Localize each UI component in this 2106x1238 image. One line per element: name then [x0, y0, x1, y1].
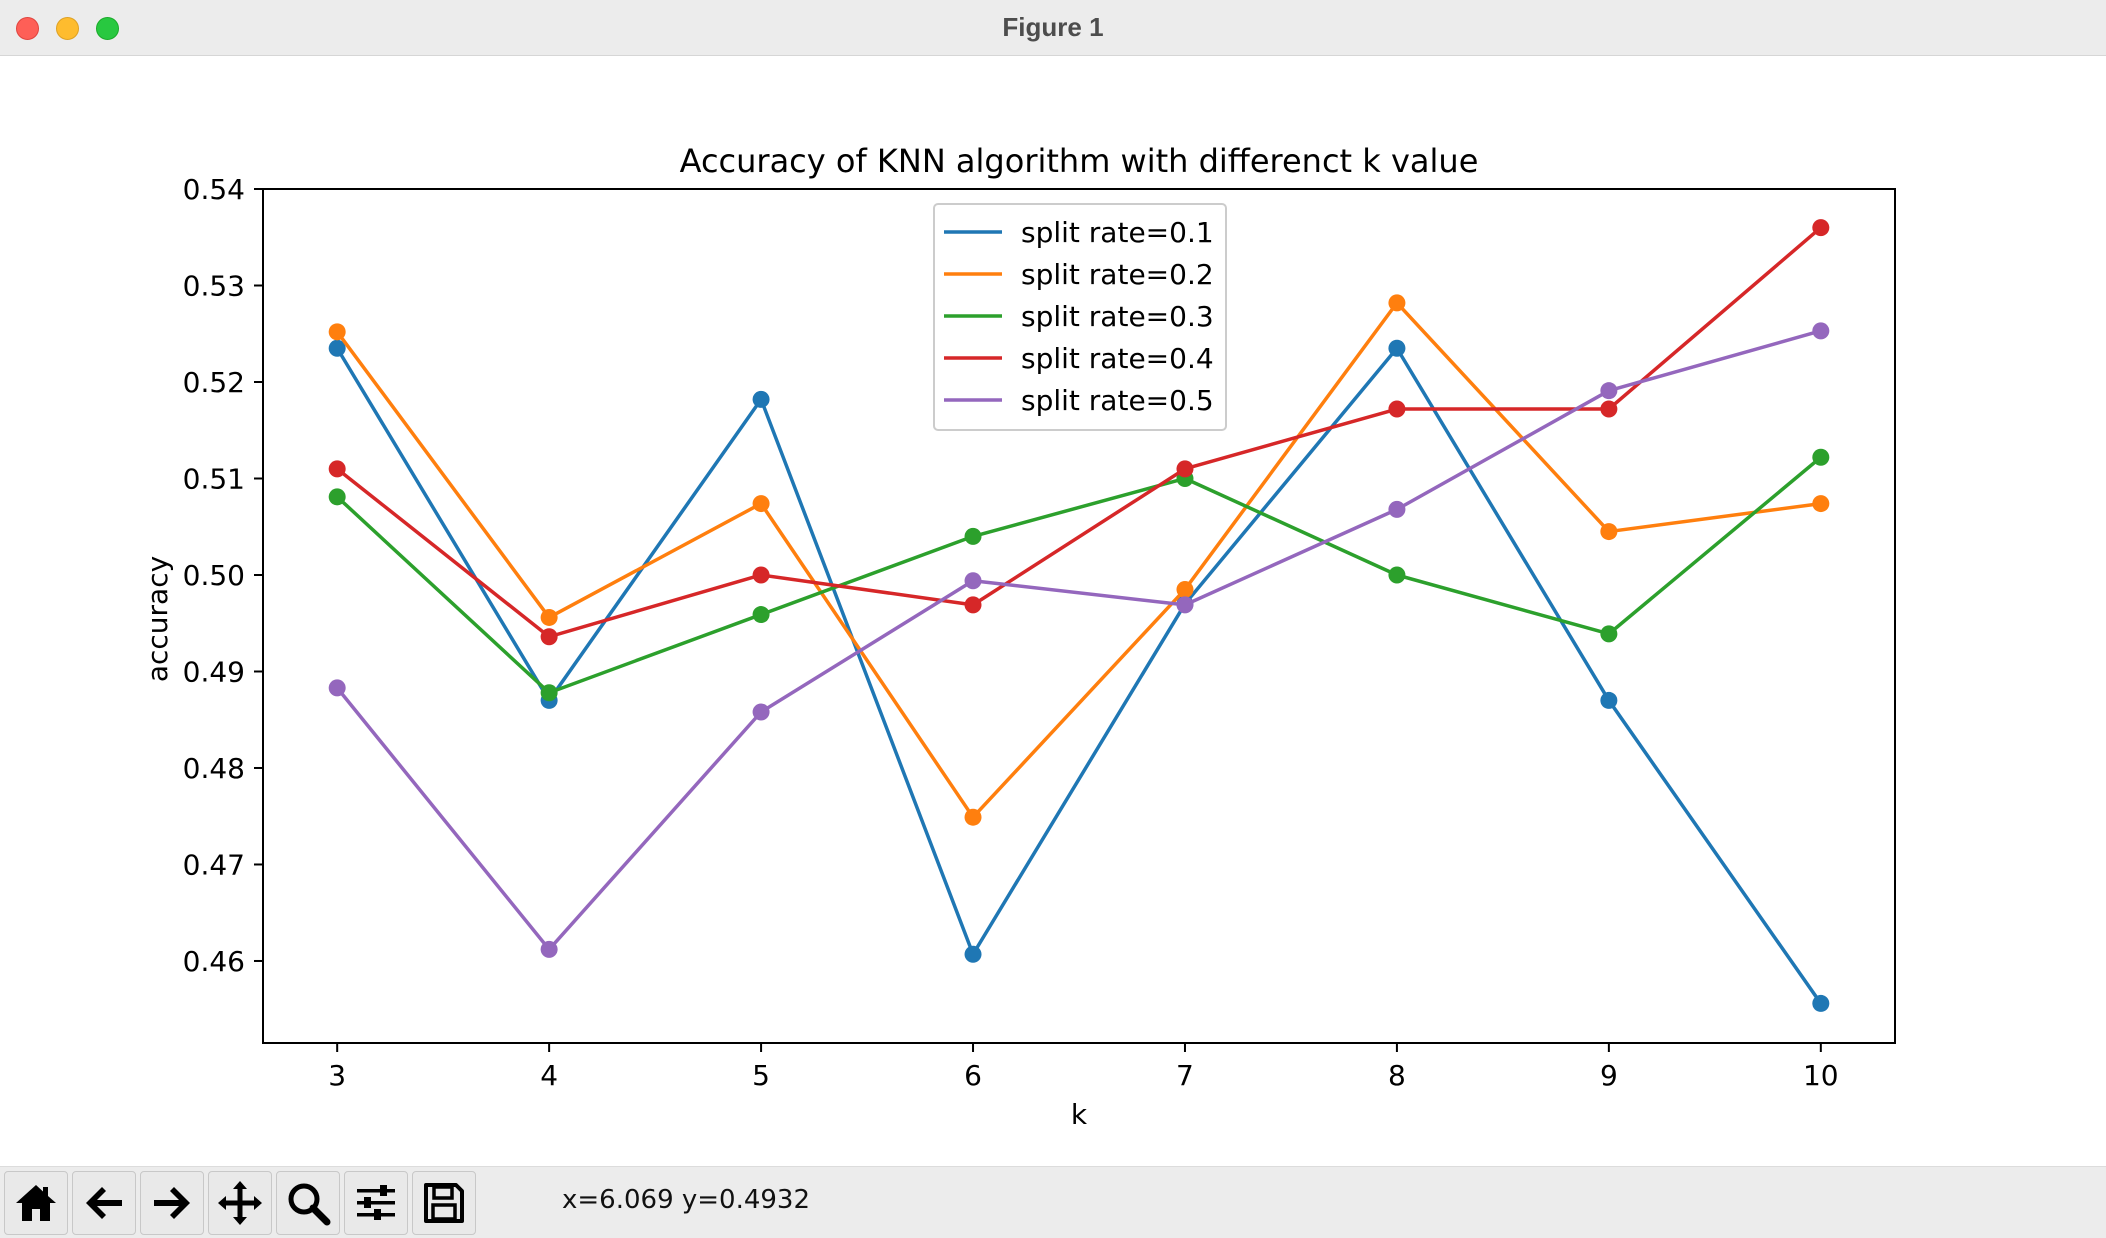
home-icon: [16, 1185, 56, 1221]
data-point: [1600, 523, 1618, 541]
legend-label: split rate=0.3: [1021, 300, 1214, 333]
data-point: [328, 488, 346, 506]
data-point: [540, 628, 558, 646]
x-tick-label: 7: [1176, 1059, 1194, 1092]
data-point: [1388, 566, 1406, 584]
series-line: [335, 329, 1822, 952]
series-5: [328, 322, 1830, 958]
data-point: [752, 495, 770, 513]
data-point: [1812, 495, 1830, 513]
forward-button[interactable]: [140, 1171, 204, 1235]
save-button[interactable]: [412, 1171, 476, 1235]
legend-label: split rate=0.1: [1021, 216, 1214, 249]
x-tick-label: 6: [964, 1059, 982, 1092]
data-point: [1812, 994, 1830, 1012]
forward-arrow-icon: [154, 1187, 190, 1219]
data-point: [964, 808, 982, 826]
configure-subplots-button[interactable]: [344, 1171, 408, 1235]
home-button[interactable]: [4, 1171, 68, 1235]
x-tick-label: 9: [1600, 1059, 1618, 1092]
data-point: [328, 679, 346, 697]
data-point: [964, 527, 982, 545]
data-point: [752, 703, 770, 721]
data-point: [540, 684, 558, 702]
pan-button[interactable]: [208, 1171, 272, 1235]
data-point: [1176, 460, 1194, 478]
cursor-coordinates: x=6.069 y=0.4932: [562, 1185, 811, 1215]
x-tick-label: 8: [1388, 1059, 1406, 1092]
legend-label: split rate=0.2: [1021, 258, 1214, 291]
chart-title: Accuracy of KNN algorithm with differenc…: [680, 142, 1479, 180]
configure-subplots-icon: [357, 1185, 395, 1220]
data-point: [964, 596, 982, 614]
data-point: [328, 460, 346, 478]
data-point: [328, 323, 346, 341]
y-tick-label: 0.46: [183, 945, 245, 978]
back-arrow-icon: [86, 1187, 122, 1219]
legend-label: split rate=0.4: [1021, 342, 1214, 375]
series-1: [328, 339, 1830, 1012]
x-axis-label: k: [1071, 1098, 1088, 1131]
data-point: [1176, 580, 1194, 598]
zoom-button[interactable]: [276, 1171, 340, 1235]
y-tick-label: 0.50: [183, 559, 245, 592]
zoom-icon: [288, 1183, 331, 1226]
x-tick-label: 10: [1803, 1059, 1839, 1092]
data-point: [1388, 339, 1406, 357]
data-point: [1388, 400, 1406, 418]
back-button[interactable]: [72, 1171, 136, 1235]
y-tick-label: 0.51: [183, 462, 245, 495]
data-point: [752, 566, 770, 584]
data-point: [1600, 625, 1618, 643]
x-tick-label: 4: [540, 1059, 558, 1092]
y-tick-label: 0.54: [183, 173, 245, 206]
data-point: [1812, 219, 1830, 237]
y-tick-label: 0.53: [183, 269, 245, 302]
line-chart: Accuracy of KNN algorithm with differenc…: [141, 142, 1896, 1131]
x-tick-label: 3: [328, 1059, 346, 1092]
save-icon: [424, 1183, 464, 1223]
series-3: [328, 448, 1830, 702]
data-point: [1600, 691, 1618, 709]
window-title: Figure 1: [1002, 12, 1104, 42]
series-2: [328, 294, 1830, 826]
y-tick-label: 0.47: [183, 848, 245, 881]
series-line: [335, 455, 1822, 695]
close-button[interactable]: [16, 17, 39, 40]
x-tick-label: 5: [752, 1059, 770, 1092]
data-point: [540, 608, 558, 626]
data-point: [540, 940, 558, 958]
data-point: [1388, 500, 1406, 518]
data-point: [1176, 596, 1194, 614]
navigation-toolbar: x=6.069 y=0.4932: [0, 1166, 2106, 1238]
series-line: [335, 346, 1823, 1005]
data-point: [1812, 322, 1830, 340]
series-line: [335, 301, 1822, 819]
y-tick-label: 0.48: [183, 752, 245, 785]
pan-icon: [218, 1181, 262, 1225]
data-point: [964, 945, 982, 963]
data-point: [1388, 294, 1406, 312]
data-point: [1600, 382, 1618, 400]
legend: split rate=0.1 split rate=0.2 split rate=0…: [933, 203, 1227, 431]
data-point: [964, 572, 982, 590]
title-bar: Figure 1: [0, 0, 2106, 56]
data-point: [752, 606, 770, 624]
figure-canvas[interactable]: Accuracy of KNN algorithm with differenc…: [0, 56, 2106, 1166]
legend-label: split rate=0.5: [1021, 384, 1214, 417]
legend-box: [933, 203, 1227, 431]
y-axis-label: accuracy: [141, 556, 174, 682]
y-tick-label: 0.49: [183, 655, 245, 688]
plot-area: [262, 188, 1896, 1044]
data-point: [328, 339, 346, 357]
maximize-button[interactable]: [96, 17, 119, 40]
data-point: [1812, 448, 1830, 466]
y-tick-label: 0.52: [183, 366, 245, 399]
data-point: [752, 390, 770, 408]
minimize-button[interactable]: [56, 17, 79, 40]
data-point: [1600, 400, 1618, 418]
